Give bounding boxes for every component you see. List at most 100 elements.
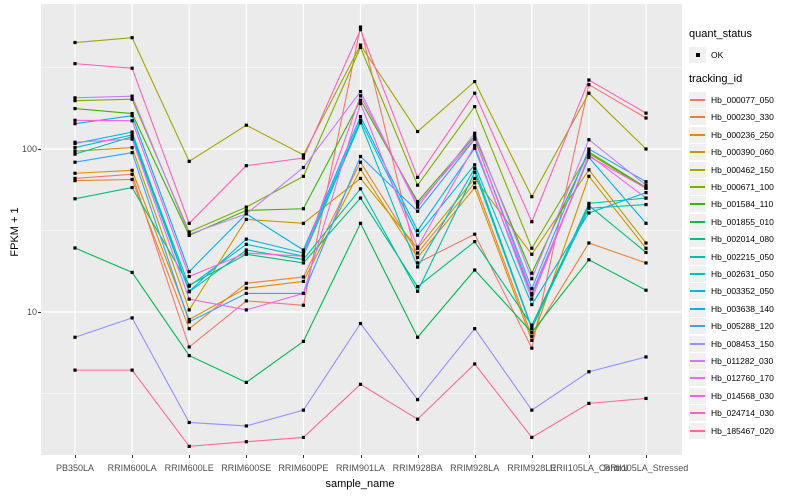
data-point <box>644 241 648 245</box>
legend-label: Hb_185467_020 <box>711 425 774 436</box>
legend-item-Hb_000671_100: Hb_000671_100 <box>689 178 799 196</box>
data-point <box>587 154 591 159</box>
data-point <box>187 274 191 279</box>
data-point <box>416 209 420 213</box>
x-axis-title: sample_name <box>325 478 395 490</box>
data-point <box>187 284 191 288</box>
data-point <box>587 370 591 374</box>
data-point <box>187 345 191 349</box>
line-key-icon <box>689 370 706 387</box>
data-point <box>530 334 534 338</box>
data-point <box>358 321 363 326</box>
x-tick-label: RRIM600PE <box>278 463 329 473</box>
data-point <box>644 221 648 225</box>
data-point <box>644 250 648 255</box>
data-point <box>587 147 591 151</box>
series-color-swatch <box>690 203 705 206</box>
legend-label: Hb_000462_150 <box>711 164 774 175</box>
data-point <box>416 228 420 233</box>
legend-label: Hb_003352_050 <box>711 286 774 297</box>
x-tick-label: RRIM928LE <box>507 463 557 473</box>
line-key-icon <box>689 231 706 248</box>
data-point <box>416 175 420 179</box>
data-point <box>416 183 420 187</box>
data-point <box>244 251 248 255</box>
data-point <box>530 291 534 296</box>
line-key-icon <box>689 126 706 143</box>
x-tick-mark <box>588 455 590 458</box>
legend-label: Hb_000390_060 <box>711 147 774 158</box>
legend-item-Hb_001584_110: Hb_001584_110 <box>689 196 799 213</box>
series-color-swatch <box>690 325 705 328</box>
data-point <box>644 186 648 190</box>
series-color-swatch <box>690 238 705 241</box>
legend-label: Hb_024714_030 <box>711 408 774 419</box>
data-point <box>130 177 134 182</box>
data-point <box>587 206 591 210</box>
data-point <box>73 246 77 250</box>
data-point <box>416 398 420 402</box>
data-point <box>416 265 420 269</box>
data-point <box>587 78 591 82</box>
legend-item-Hb_005288_120: Hb_005288_120 <box>689 317 799 335</box>
line-key-icon <box>689 422 706 439</box>
y-tick-mark <box>38 312 41 313</box>
legend-label: Hb_000236_250 <box>711 129 774 140</box>
data-point <box>73 145 77 150</box>
data-point <box>587 211 591 215</box>
data-point <box>301 291 305 296</box>
data-point <box>416 289 420 293</box>
data-point <box>301 257 305 262</box>
data-point <box>644 147 648 151</box>
data-point <box>130 111 134 116</box>
data-point <box>530 408 534 412</box>
line-key-icon <box>689 213 706 230</box>
data-point <box>416 202 420 206</box>
line-key-icon <box>689 352 706 369</box>
series-color-swatch <box>690 359 705 362</box>
series-color-swatch <box>690 220 705 223</box>
legend-gap <box>689 63 799 73</box>
legend-item-Hb_002215_050: Hb_002215_050 <box>689 248 799 265</box>
data-point <box>301 339 305 344</box>
line-key-icon <box>689 161 706 178</box>
data-point <box>358 115 363 119</box>
data-point <box>587 241 591 245</box>
data-point <box>644 261 648 265</box>
data-point <box>73 171 77 175</box>
data-point <box>187 297 191 301</box>
legend-label: Hb_002631_050 <box>711 268 774 279</box>
legend-item-Hb_003352_050: Hb_003352_050 <box>689 283 799 300</box>
data-point <box>130 133 134 137</box>
data-point <box>187 327 191 331</box>
data-point <box>301 165 305 170</box>
data-point <box>416 417 420 421</box>
data-point <box>358 221 363 225</box>
x-tick-mark <box>360 455 362 458</box>
y-tick-label: 100 <box>21 144 37 154</box>
x-tick-label: PB350LA <box>55 463 95 473</box>
data-point <box>416 205 420 209</box>
series-color-swatch <box>690 394 705 397</box>
data-point <box>473 362 477 366</box>
x-tick-mark <box>132 455 134 458</box>
data-point <box>301 156 305 160</box>
data-point <box>130 119 134 123</box>
x-tick-mark <box>75 455 76 458</box>
data-point <box>644 396 648 401</box>
data-point <box>130 114 134 118</box>
legend-label: Hb_002215_050 <box>711 251 774 262</box>
data-point <box>644 355 648 359</box>
data-point <box>530 252 534 256</box>
data-point <box>244 164 248 168</box>
line-key-icon <box>689 109 706 126</box>
legend-label: Hb_001855_010 <box>711 216 774 227</box>
series-color-swatch <box>690 116 705 119</box>
x-tick-mark <box>189 455 191 458</box>
series-color-swatch <box>690 307 705 310</box>
data-point <box>187 320 191 324</box>
data-point <box>358 94 363 98</box>
line-key-icon <box>689 387 706 404</box>
data-point <box>473 240 477 244</box>
data-point <box>530 297 534 301</box>
